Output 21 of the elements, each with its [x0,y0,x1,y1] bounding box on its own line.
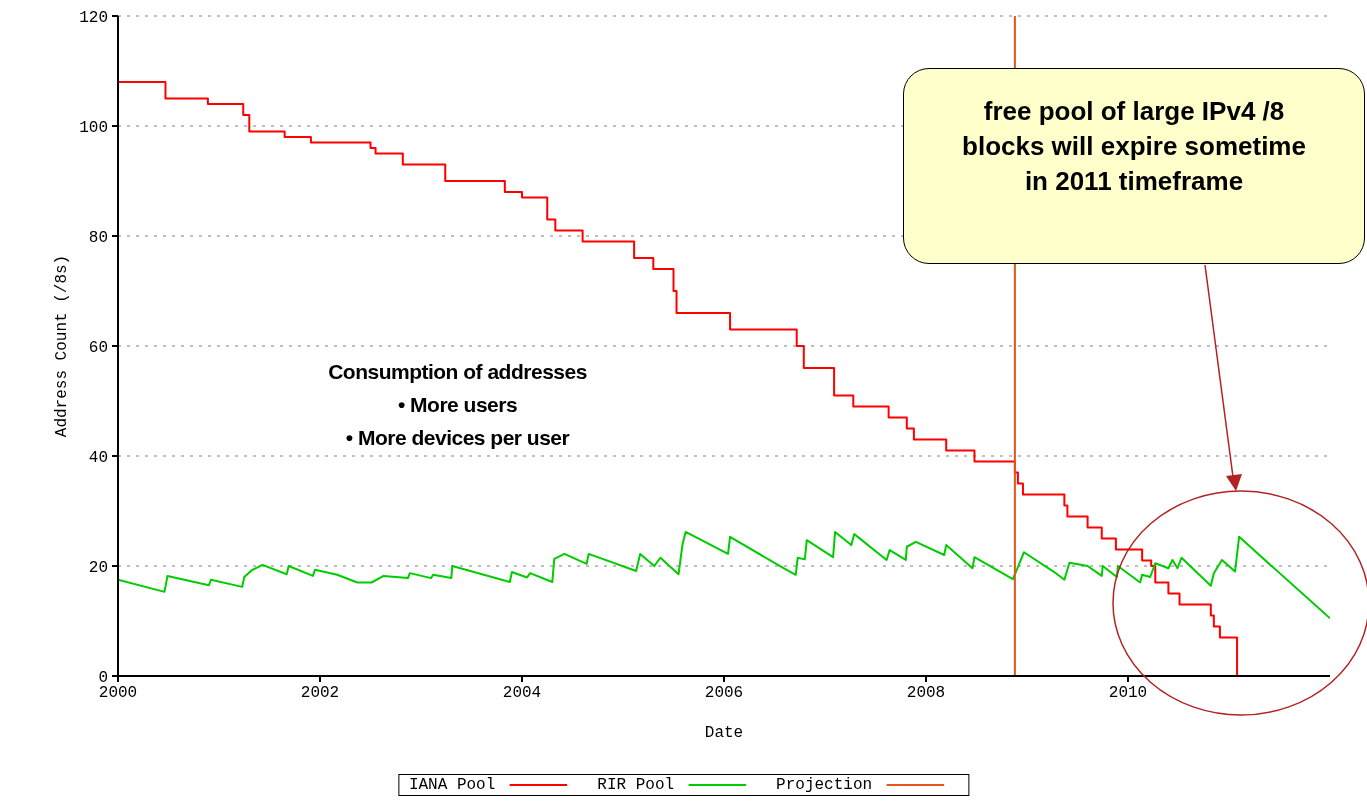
line-series [118,530,1330,620]
x-tick-label: 2008 [906,684,946,703]
y-tick-label: 60 [88,338,108,357]
x-tick-label: 2010 [1108,684,1148,703]
x-tick-label: 2002 [300,684,340,703]
x-tick-label: 2006 [704,684,744,703]
x-tick-label: 2004 [502,684,542,703]
x-axis-title: Date [704,724,744,743]
y-tick-label: 100 [79,118,108,137]
y-tick-label: 0 [98,668,108,687]
annotation: Consumption of addresses • More users • More devices per user [327,359,588,451]
y-tick-label: 80 [88,228,108,247]
legend-label: IANA Pool [408,776,496,794]
y-axis-title: Address Count (/8s) [52,254,71,438]
y-tick-label: 20 [88,558,108,577]
legend-label: RIR Pool [597,776,675,794]
speech-bubble: free pool of large IPv4 /8 blocks will expire sometime in 2011 timeframe [903,68,1365,264]
x-tick-label: 2000 [98,684,138,703]
y-tick-label: 40 [88,448,108,467]
y-tick-label: 120 [79,8,108,27]
legend-label: Projection [776,776,873,794]
